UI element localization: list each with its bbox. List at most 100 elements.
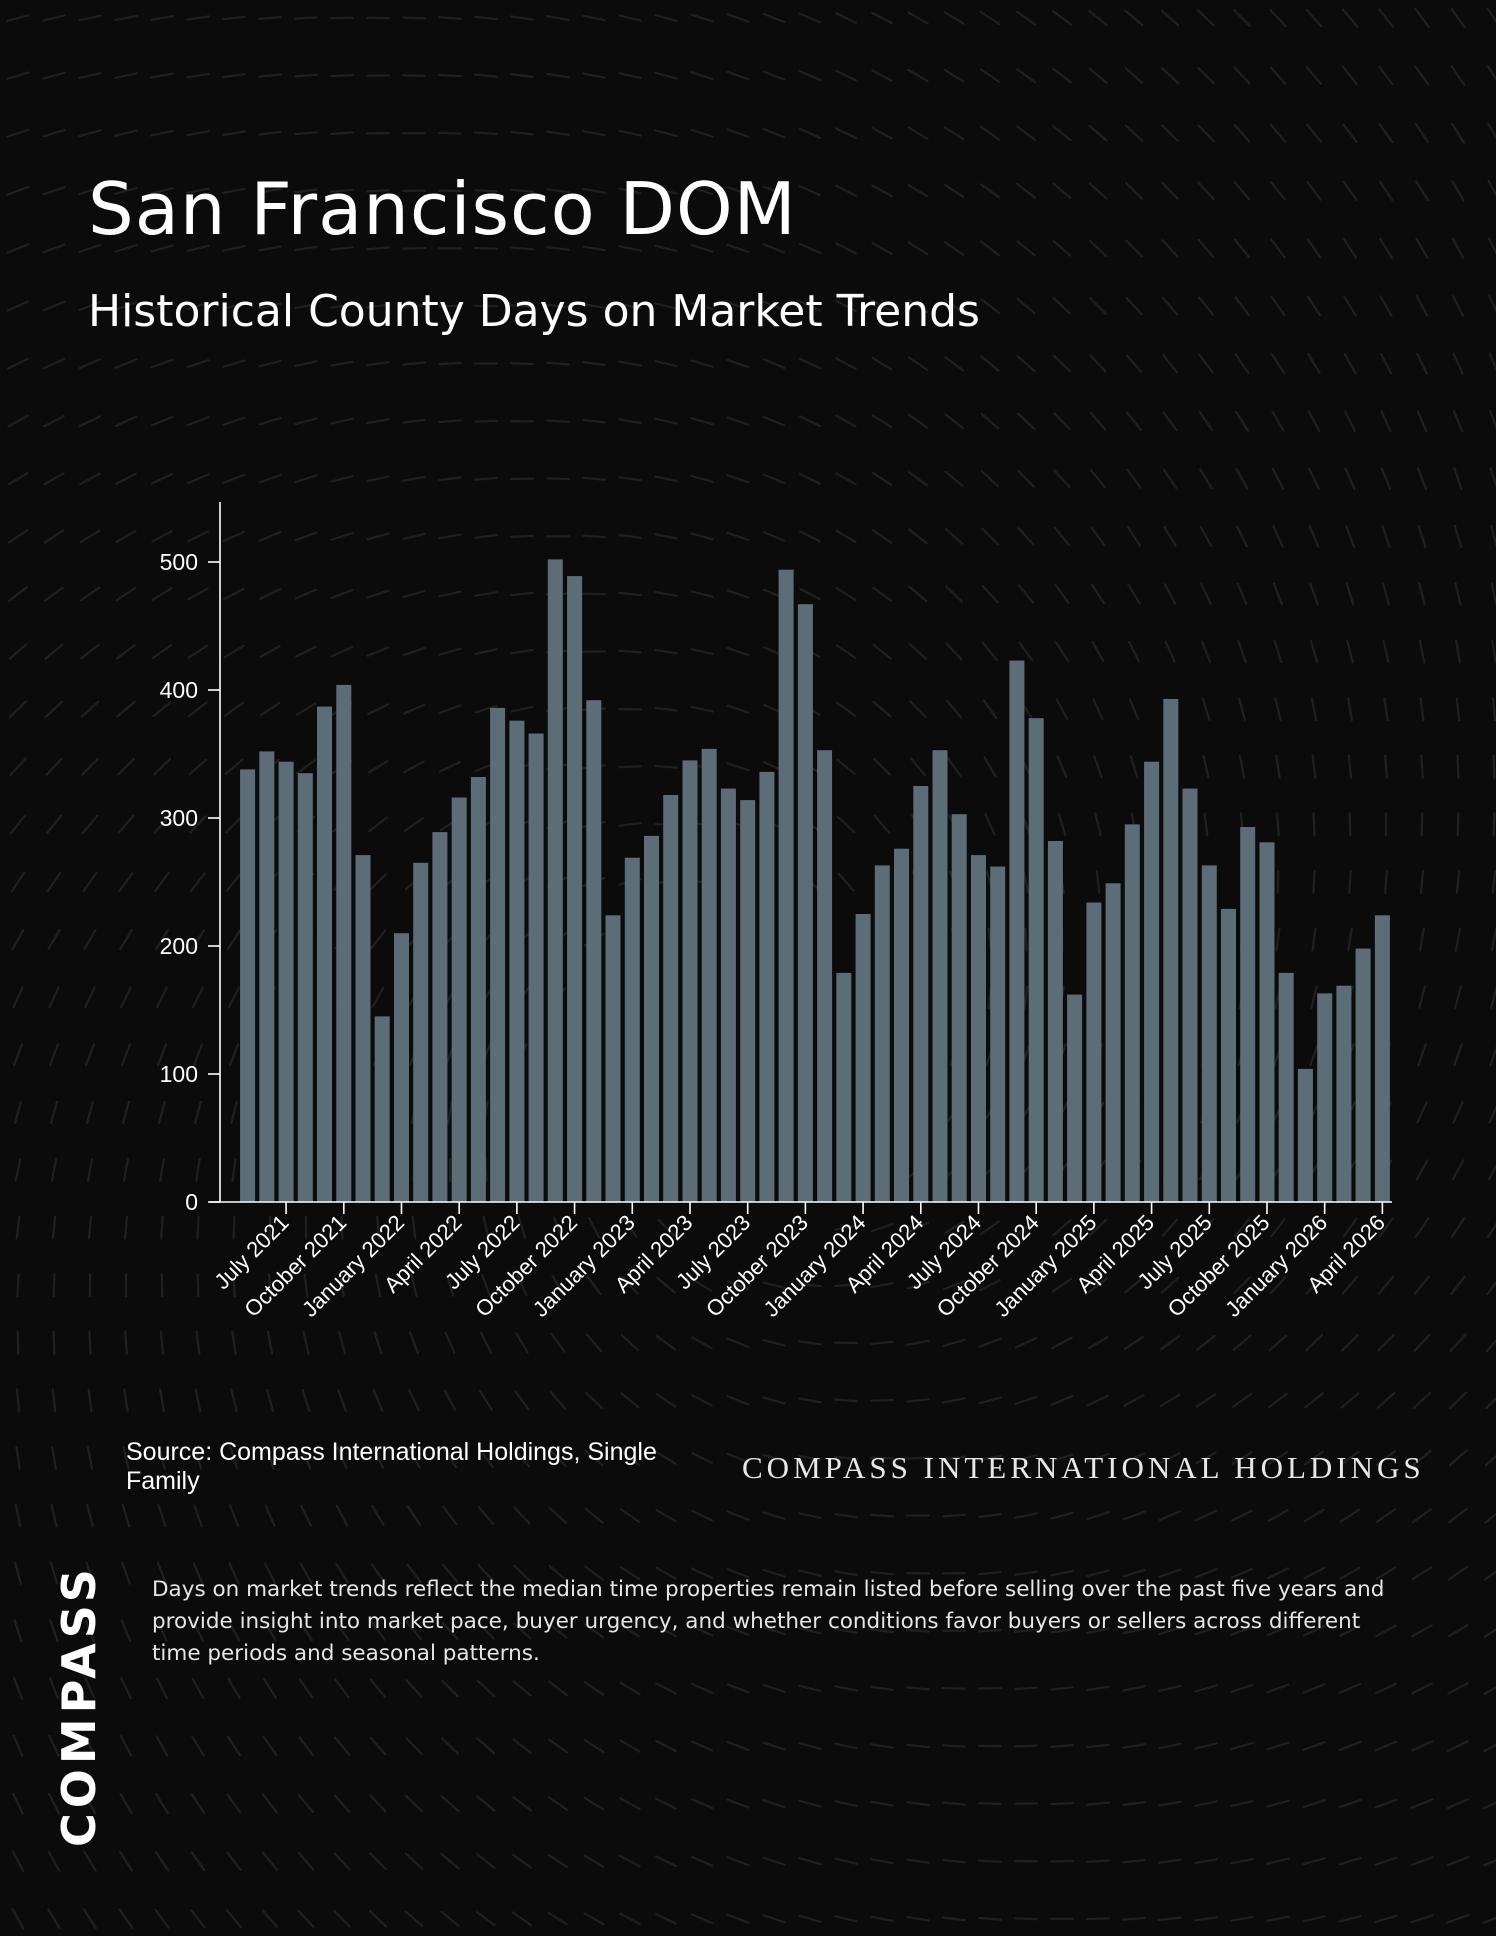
pattern-dash xyxy=(1345,582,1355,606)
pattern-dash xyxy=(47,928,61,951)
pattern-dash xyxy=(510,15,535,21)
pattern-dash xyxy=(258,302,282,310)
pattern-dash xyxy=(193,1504,203,1528)
pattern-dash xyxy=(114,186,138,195)
bar-may-2023 xyxy=(701,748,717,1202)
pattern-dash xyxy=(1302,1741,1326,1751)
pattern-dash xyxy=(835,242,857,255)
pattern-dash xyxy=(15,1215,21,1240)
pattern-dash xyxy=(510,705,534,713)
pattern-dash xyxy=(406,1563,422,1584)
pattern-dash xyxy=(47,1908,61,1930)
pattern-dash xyxy=(222,15,246,21)
pattern-dash xyxy=(1163,525,1177,547)
pattern-dash xyxy=(1051,1336,1073,1350)
pattern-dash xyxy=(295,645,317,658)
pattern-dash xyxy=(11,1908,25,1930)
pattern-dash xyxy=(1346,639,1354,664)
pattern-dash xyxy=(334,1620,350,1642)
pattern-dash xyxy=(1052,1219,1072,1237)
pattern-dash xyxy=(154,1850,170,1872)
pattern-dash xyxy=(1456,812,1460,837)
pattern-dash xyxy=(545,303,571,309)
pattern-dash xyxy=(1266,1567,1290,1580)
pattern-dash xyxy=(1050,1511,1074,1520)
bar-april-2025 xyxy=(1144,761,1160,1202)
pattern-dash xyxy=(11,928,25,951)
pattern-dash xyxy=(190,1851,206,1872)
pattern-dash xyxy=(1158,1626,1182,1636)
pattern-dash xyxy=(333,1852,351,1871)
pattern-dash xyxy=(294,302,318,310)
pattern-dash xyxy=(258,73,282,78)
pattern-dash xyxy=(617,707,643,711)
pattern-dash xyxy=(726,646,750,657)
pattern-dash xyxy=(1230,1741,1254,1751)
pattern-dash xyxy=(50,1503,58,1528)
pattern-dash xyxy=(907,68,929,83)
pattern-dash xyxy=(263,1562,277,1585)
pattern-dash xyxy=(1377,1333,1395,1352)
pattern-dash xyxy=(726,416,750,426)
pattern-dash xyxy=(190,872,206,892)
pattern-dash xyxy=(1308,467,1320,490)
pattern-dash xyxy=(833,1455,859,1461)
pattern-dash xyxy=(798,1512,822,1520)
pattern-dash xyxy=(262,1793,278,1814)
pattern-dash xyxy=(906,1280,930,1290)
pattern-dash xyxy=(1343,352,1357,375)
pattern-dash xyxy=(114,72,138,80)
pattern-dash xyxy=(51,1388,57,1413)
pattern-dash xyxy=(438,704,462,715)
pattern-dash xyxy=(654,1855,678,1868)
pattern-dash xyxy=(49,1619,59,1643)
pattern-dash xyxy=(50,1158,58,1182)
y-tick-label: 300 xyxy=(160,805,198,831)
pattern-dash xyxy=(402,418,426,424)
pattern-dash xyxy=(87,1215,93,1240)
pattern-dash xyxy=(873,757,891,776)
pattern-dash xyxy=(1456,754,1460,779)
pattern-dash xyxy=(12,1734,24,1758)
pattern-dash xyxy=(870,1915,894,1923)
pattern-dash xyxy=(1161,239,1179,258)
pattern-dash xyxy=(222,130,246,136)
pattern-dash xyxy=(83,928,97,951)
bar-june-2025 xyxy=(1182,788,1198,1202)
pattern-dash xyxy=(1312,869,1316,895)
pattern-dash xyxy=(905,1571,931,1575)
pattern-dash xyxy=(1235,525,1249,548)
pattern-dash xyxy=(191,929,205,951)
pattern-dash xyxy=(114,14,138,22)
pattern-dash xyxy=(294,588,318,600)
pattern-dash xyxy=(871,299,893,313)
pattern-dash xyxy=(46,871,62,893)
pattern-dash xyxy=(123,1215,129,1240)
pattern-dash xyxy=(298,1678,314,1699)
pattern-dash xyxy=(943,11,965,25)
pattern-dash xyxy=(1085,1743,1111,1749)
pattern-dash xyxy=(835,587,857,601)
pattern-dash xyxy=(1201,697,1211,721)
pattern-dash xyxy=(222,530,246,543)
pattern-dash xyxy=(1484,1454,1496,1467)
pattern-dash xyxy=(905,1858,931,1864)
pattern-dash xyxy=(654,14,678,22)
compass-logo: COMPASS xyxy=(52,1564,106,1847)
pattern-dash xyxy=(9,700,27,719)
pattern-dash xyxy=(156,986,168,1009)
bar-february-2023 xyxy=(644,835,659,1202)
pattern-dash xyxy=(943,68,965,83)
pattern-dash xyxy=(798,1857,822,1866)
pattern-dash xyxy=(1417,1043,1427,1067)
pattern-dash xyxy=(977,1802,1003,1806)
pattern-dash xyxy=(150,187,174,195)
pattern-dash xyxy=(151,587,173,601)
pattern-dash xyxy=(366,646,390,657)
pattern-dash xyxy=(409,1331,419,1355)
pattern-dash xyxy=(1088,124,1108,142)
pattern-dash xyxy=(150,415,174,427)
pattern-dash xyxy=(1127,640,1141,663)
pattern-dash xyxy=(1198,353,1214,374)
pattern-dash xyxy=(1487,237,1496,255)
